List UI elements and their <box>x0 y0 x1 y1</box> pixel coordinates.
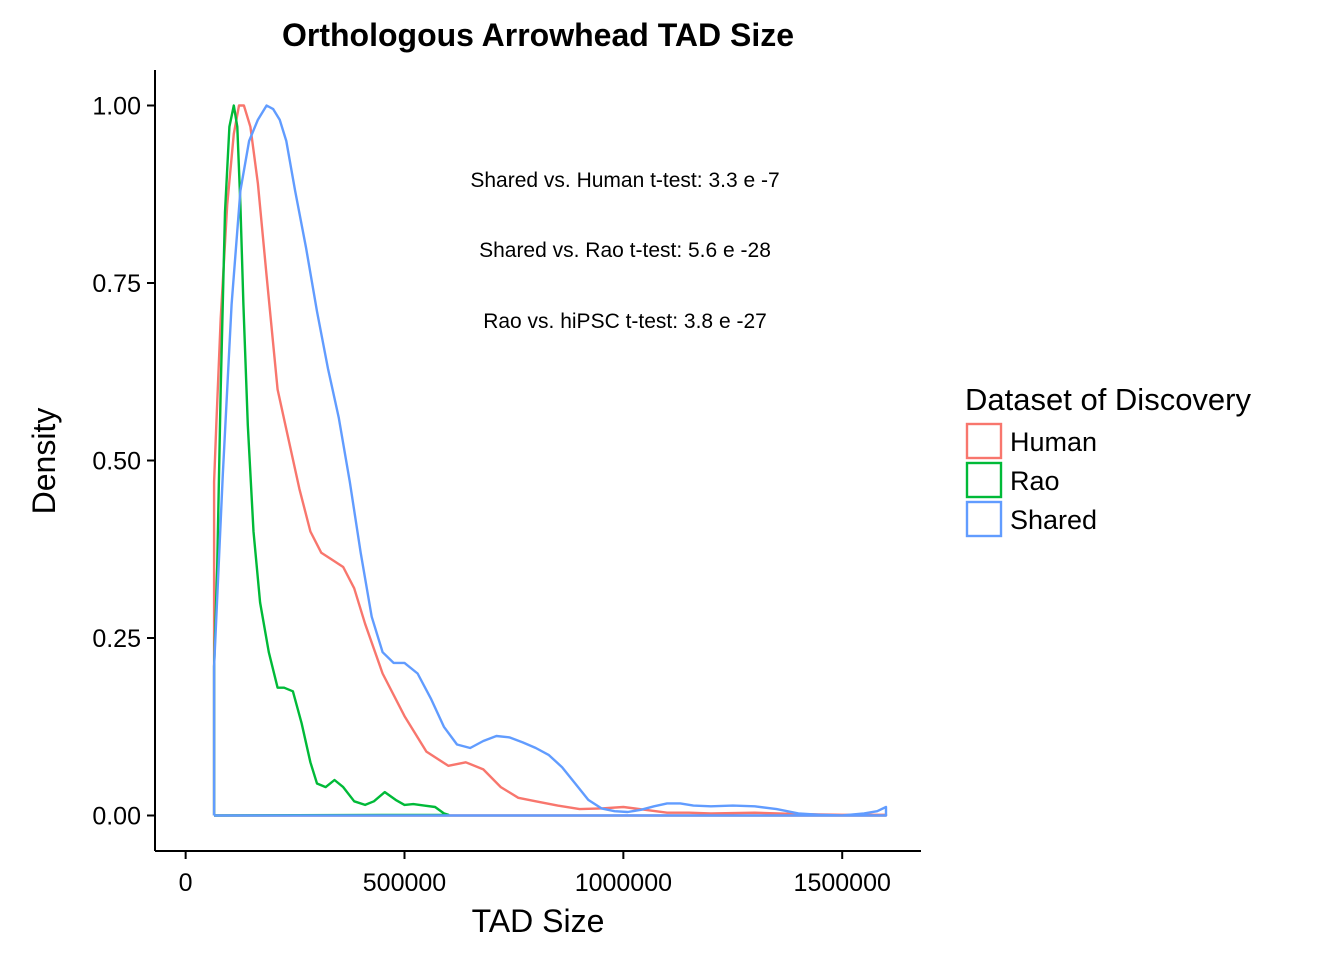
annotations: Shared vs. Human t-test: 3.3 e -7 Shared… <box>470 169 779 333</box>
annotation-shared-vs-human: Shared vs. Human t-test: 3.3 e -7 <box>470 169 779 192</box>
y-axis-ticks: 0.00 0.25 0.50 0.75 1.00 <box>92 93 155 831</box>
x-tick-label: 0 <box>179 869 193 897</box>
y-axis-title: Density <box>26 408 62 515</box>
series-line-shared <box>212 104 888 817</box>
legend-label-shared: Shared <box>1010 505 1097 535</box>
y-tick-label: 0.75 <box>92 270 141 298</box>
legend-title: Dataset of Discovery <box>965 382 1251 417</box>
series-line-human <box>212 104 888 817</box>
y-tick-label: 0.00 <box>92 803 141 831</box>
plot-area: 0.00 0.25 0.50 0.75 1.00 0 500000 1000000 15000… <box>92 70 921 897</box>
y-tick-label: 0.25 <box>92 625 141 653</box>
x-axis-ticks: 0 500000 1000000 1500000 <box>179 851 891 897</box>
annotation-rao-vs-hipsc: Rao vs. hiPSC t-test: 3.8 e -27 <box>483 310 767 333</box>
y-tick-label: 0.50 <box>92 448 141 476</box>
x-tick-label: 1500000 <box>794 869 891 897</box>
legend-label-rao: Rao <box>1010 466 1060 496</box>
legend-key-shared <box>965 500 1003 538</box>
legend-key-human <box>965 422 1003 460</box>
chart-title: Orthologous Arrowhead TAD Size <box>282 17 794 53</box>
legend: Dataset of Discovery Human Rao Shared <box>965 382 1251 538</box>
legend-items: Human Rao Shared <box>965 422 1097 538</box>
x-axis-title: TAD Size <box>472 903 605 939</box>
legend-key-rao <box>965 461 1003 499</box>
legend-label-human: Human <box>1010 427 1097 457</box>
x-tick-label: 500000 <box>363 869 446 897</box>
y-tick-label: 1.00 <box>92 93 141 121</box>
series-line-rao <box>212 104 450 817</box>
series-layer <box>212 104 888 817</box>
annotation-shared-vs-rao: Shared vs. Rao t-test: 5.6 e -28 <box>479 239 771 262</box>
x-tick-label: 1000000 <box>575 869 672 897</box>
